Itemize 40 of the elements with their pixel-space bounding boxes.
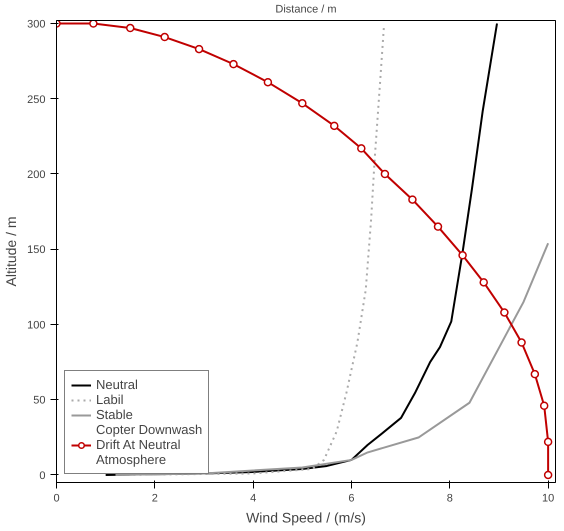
point	[160, 32, 169, 42]
point	[517, 338, 526, 347]
legend-label: Stable	[96, 407, 133, 422]
y-tick-label: 0	[39, 470, 46, 482]
x-tick-label: 10	[542, 492, 554, 504]
point	[194, 44, 204, 54]
point	[298, 99, 307, 108]
x-tick-label: 6	[348, 492, 355, 504]
point	[89, 20, 98, 28]
x2-axis-title: Distance / m	[275, 4, 337, 16]
point	[540, 402, 548, 410]
y-tick-label: 300	[27, 18, 46, 31]
x-tick-label: 4	[250, 492, 256, 504]
y-tick-label: 200	[27, 169, 46, 181]
legend-label: Copter Downwash Drift At Neutral Atmosphere	[96, 422, 202, 467]
x-axis-title: Wind Speed / (m/s)	[246, 510, 366, 526]
point	[434, 222, 442, 231]
point	[380, 170, 390, 178]
point	[544, 438, 552, 446]
point	[458, 251, 467, 260]
point	[229, 60, 238, 68]
x-tick-label: 0	[53, 492, 60, 504]
y-axis-title: Altitude / m	[3, 216, 20, 287]
point	[408, 195, 417, 204]
point	[479, 278, 488, 287]
point	[264, 78, 272, 86]
y-tick-label: 50	[33, 394, 46, 407]
point	[544, 470, 552, 480]
point	[330, 122, 339, 130]
x-tick-label: 8	[446, 492, 453, 504]
legend-label: Neutral	[96, 377, 138, 392]
legend-label: Labil	[96, 392, 124, 407]
y-tick-label: 250	[27, 94, 46, 106]
x-tick-label: 2	[152, 492, 158, 504]
y-tick-label: 100	[27, 319, 46, 332]
point	[530, 370, 540, 378]
point	[357, 144, 366, 153]
point	[126, 24, 134, 32]
point	[500, 308, 509, 317]
y-tick-label: 150	[27, 244, 46, 256]
